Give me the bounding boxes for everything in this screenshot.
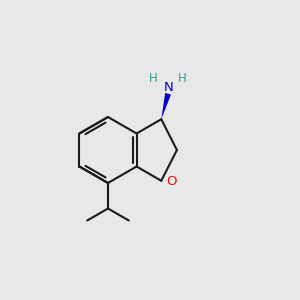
Text: H: H [178,72,187,85]
Text: N: N [164,81,174,94]
Polygon shape [161,93,171,119]
Text: O: O [167,176,177,188]
Text: H: H [149,72,158,85]
